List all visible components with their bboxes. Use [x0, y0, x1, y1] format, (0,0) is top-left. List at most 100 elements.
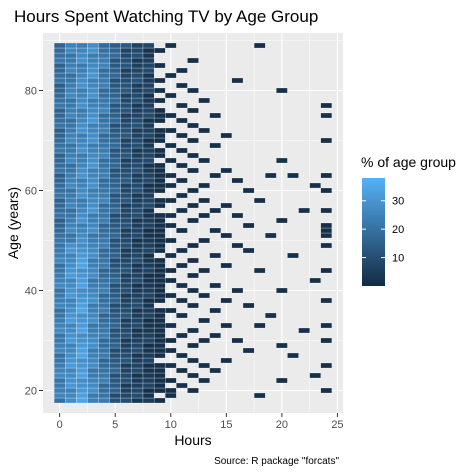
- heatmap-cell: [198, 267, 210, 274]
- heatmap-cell: [87, 67, 99, 74]
- heatmap-cell: [65, 162, 77, 169]
- heatmap-cell: [53, 137, 66, 144]
- heatmap-cell: [65, 107, 77, 114]
- heatmap-cell: [53, 87, 66, 94]
- heatmap-cell: [176, 102, 188, 109]
- heatmap-cell: [98, 142, 110, 149]
- heatmap-cell: [131, 212, 144, 219]
- heatmap-cell: [87, 262, 99, 269]
- heatmap-cell: [76, 207, 88, 214]
- heatmap-cell: [65, 272, 77, 279]
- heatmap-cell: [76, 287, 88, 294]
- heatmap-cell: [142, 317, 155, 324]
- heatmap-cell: [120, 247, 133, 254]
- heatmap-cell: [65, 157, 77, 164]
- heatmap-cell: [53, 67, 66, 74]
- heatmap-cell: [53, 237, 66, 244]
- heatmap-cell: [109, 242, 121, 249]
- heatmap-cell: [98, 157, 110, 164]
- heatmap-cell: [76, 177, 88, 184]
- heatmap-cell: [87, 397, 99, 404]
- heatmap-cell: [109, 177, 121, 184]
- heatmap-cell: [65, 357, 77, 364]
- heatmap-cell: [131, 47, 144, 54]
- heatmap-cell: [87, 177, 99, 184]
- heatmap-cell: [98, 207, 110, 214]
- heatmap-cell: [109, 262, 121, 269]
- x-tick-label: 5: [112, 419, 118, 431]
- heatmap-cell: [320, 187, 333, 194]
- heatmap-cell: [142, 207, 155, 214]
- heatmap-cell: [65, 247, 77, 254]
- heatmap-cell: [142, 262, 155, 269]
- heatmap-cell: [53, 162, 66, 169]
- heatmap-cell: [165, 377, 177, 384]
- heatmap-cell: [320, 207, 333, 214]
- heatmap-cell: [65, 212, 77, 219]
- heatmap-cell: [65, 52, 77, 59]
- heatmap-cell: [98, 387, 110, 394]
- heatmap-cell: [131, 182, 144, 189]
- heatmap-cell: [76, 397, 88, 404]
- heatmap-cell: [120, 217, 133, 224]
- heatmap-cell: [98, 87, 110, 94]
- heatmap-cell: [76, 72, 88, 79]
- legend-ticks: 10 20 30: [362, 196, 404, 265]
- heatmap-cell: [120, 292, 133, 299]
- heatmap-cell: [65, 72, 77, 79]
- heatmap-cell: [109, 272, 121, 279]
- heatmap-cell: [242, 222, 255, 229]
- heatmap-cell: [131, 82, 144, 89]
- heatmap-cell: [65, 312, 77, 319]
- heatmap-cell: [53, 247, 66, 254]
- heatmap-cell: [131, 382, 144, 389]
- heatmap-cell: [53, 232, 66, 239]
- heatmap-cell: [65, 297, 77, 304]
- heatmap-cell: [76, 372, 88, 379]
- heatmap-cell: [98, 357, 110, 364]
- heatmap-cell: [65, 117, 77, 124]
- heatmap-cell: [98, 52, 110, 59]
- heatmap-cell: [98, 302, 110, 309]
- heatmap-cell: [120, 337, 133, 344]
- heatmap-cell: [142, 117, 155, 124]
- heatmap-cell: [176, 312, 188, 319]
- heatmap-cell: [53, 102, 66, 109]
- heatmap-cell: [131, 352, 144, 359]
- heatmap-cell: [120, 172, 133, 179]
- heatmap-cell: [131, 377, 144, 384]
- heatmap-cell: [165, 362, 177, 369]
- heatmap-cell: [65, 397, 77, 404]
- heatmap-cell: [198, 157, 210, 164]
- heatmap-cell: [76, 92, 88, 99]
- heatmap-cell: [131, 102, 144, 109]
- heatmap-cell: [176, 382, 188, 389]
- heatmap-cell: [87, 367, 99, 374]
- heatmap-cell: [153, 187, 166, 194]
- heatmap-cell: [98, 332, 110, 339]
- heatmap-cell: [76, 142, 88, 149]
- x-tick-label: 20: [276, 419, 288, 431]
- heatmap-cell: [87, 187, 99, 194]
- heatmap-cell: [109, 362, 121, 369]
- heatmap-cell: [142, 232, 155, 239]
- heatmap-cell: [87, 387, 99, 394]
- heatmap-cell: [87, 182, 99, 189]
- heatmap-cell: [109, 297, 121, 304]
- heatmap-cell: [220, 357, 233, 364]
- heatmap-cell: [142, 222, 155, 229]
- heatmap-cell: [120, 257, 133, 264]
- heatmap-cell: [120, 47, 133, 54]
- heatmap-cell: [165, 292, 177, 299]
- heatmap-cell: [153, 297, 166, 304]
- x-tick-label: 15: [220, 419, 232, 431]
- heatmap-cell: [65, 227, 77, 234]
- legend-colorbar: [362, 178, 385, 286]
- heatmap-cell: [165, 197, 177, 204]
- heatmap-cell: [109, 282, 121, 289]
- heatmap-cell: [53, 387, 66, 394]
- heatmap-cell: [109, 342, 121, 349]
- heatmap-cell: [65, 92, 77, 99]
- heatmap-cell: [109, 142, 121, 149]
